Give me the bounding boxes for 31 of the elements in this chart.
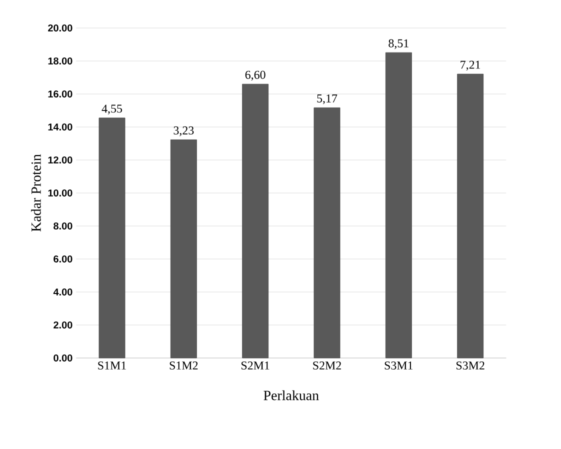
bar xyxy=(242,84,269,358)
y-tick-label: 8.00 xyxy=(54,222,72,230)
y-tick-label: 4.00 xyxy=(53,288,72,296)
y-tick-label: 2.00 xyxy=(54,321,72,329)
y-tick-label: 12.00 xyxy=(48,156,72,164)
annotation: 6,60 xyxy=(245,70,266,81)
y-tick-label: 20.00 xyxy=(48,24,72,32)
bar xyxy=(314,107,340,358)
annotation: 3,23 xyxy=(174,126,194,136)
x-tick-label: S1M1 xyxy=(98,362,126,370)
annotation: 4,55 xyxy=(102,104,122,114)
x-tick-label: S1M2 xyxy=(170,362,198,370)
y-tick-label: 18.00 xyxy=(48,57,72,65)
y-tick-label: 10.00 xyxy=(48,189,72,197)
y-tick-label: 6.00 xyxy=(54,255,72,263)
x-tick-label: S3M2 xyxy=(456,362,484,370)
x-axis-title: Perlakuan xyxy=(264,390,319,400)
y-tick-label: 16.00 xyxy=(48,90,72,98)
y-tick-label: 0.00 xyxy=(54,354,72,362)
x-tick-label: S3M1 xyxy=(384,362,413,370)
bar xyxy=(98,118,126,358)
bar xyxy=(170,140,197,358)
y-axis-title: Kadar Protein xyxy=(31,154,41,232)
x-tick-label: S2M1 xyxy=(242,362,270,370)
bar xyxy=(457,74,484,358)
annotation: 5,17 xyxy=(317,94,338,104)
annotation: 8,51 xyxy=(388,39,408,50)
annotation: 7,21 xyxy=(460,60,480,71)
y-tick-label: 14.00 xyxy=(48,123,72,131)
x-tick-label: S2M2 xyxy=(313,362,341,370)
bar xyxy=(385,52,412,358)
